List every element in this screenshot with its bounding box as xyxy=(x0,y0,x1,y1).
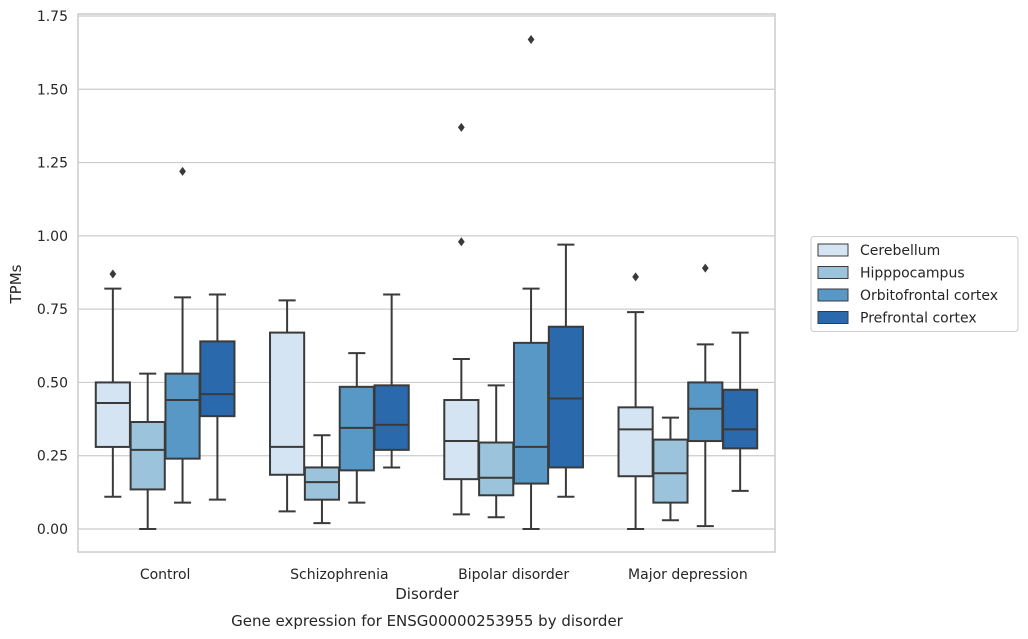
box-plot xyxy=(269,299,306,513)
box xyxy=(687,381,724,443)
y-tick-label: 1.00 xyxy=(37,229,68,245)
x-tick-label: Major depression xyxy=(628,567,748,583)
box xyxy=(478,441,515,497)
y-axis: 0.00 0.25 0.50 0.75 1.00 1.25 1.50 1.75 xyxy=(37,9,68,538)
box-plot xyxy=(94,269,131,498)
box-plot xyxy=(443,122,480,516)
chart-caption: Gene expression for ENSG00000253955 by d… xyxy=(231,612,624,630)
y-tick-label: 0.00 xyxy=(37,522,68,538)
box xyxy=(199,340,236,418)
box-plot xyxy=(373,293,410,469)
outlier-point xyxy=(701,263,709,273)
x-tick-label: Control xyxy=(140,567,191,583)
box-plot xyxy=(303,434,341,525)
box-plot xyxy=(129,372,166,530)
box xyxy=(164,372,201,460)
box xyxy=(512,341,550,485)
outlier-point xyxy=(632,272,639,282)
box-plot xyxy=(687,263,724,528)
x-tick-label: Schizophrenia xyxy=(290,567,388,583)
box-plot xyxy=(722,331,759,492)
legend-swatch xyxy=(817,243,849,257)
box-plot xyxy=(164,166,201,504)
y-tick-label: 0.25 xyxy=(37,449,68,465)
outlier-point xyxy=(457,237,465,247)
box-plot xyxy=(547,243,584,498)
x-axis-label: Disorder xyxy=(395,585,459,603)
box-plot xyxy=(617,272,654,530)
y-tick-label: 1.75 xyxy=(37,9,68,25)
legend-label: Cerebellum xyxy=(860,243,940,259)
box xyxy=(94,381,131,448)
box xyxy=(722,388,759,450)
box xyxy=(373,384,410,451)
legend-swatch xyxy=(817,288,849,302)
box-plot xyxy=(512,34,550,530)
legend-frame xyxy=(810,236,1019,332)
legend-swatch xyxy=(817,266,849,279)
box-plot xyxy=(338,352,375,504)
y-tick-label: 0.50 xyxy=(37,375,68,391)
y-tick-label: 0.75 xyxy=(37,302,68,318)
x-tick-label: Bipolar disorder xyxy=(458,567,569,583)
legend-label: Hipppocampus xyxy=(860,266,965,282)
box xyxy=(617,406,654,478)
box-plot xyxy=(199,293,236,501)
legend-swatch xyxy=(817,311,849,324)
box-plot xyxy=(652,416,689,522)
box-plot xyxy=(478,384,515,519)
legend-label: Prefrontal cortex xyxy=(860,311,977,327)
outlier-point xyxy=(457,122,465,132)
y-axis-label: TPMs xyxy=(7,264,25,304)
box xyxy=(547,325,584,469)
box xyxy=(652,438,689,504)
plot-frame xyxy=(77,13,776,553)
x-axis: Control Schizophrenia Bipolar disorder Majo… xyxy=(140,567,748,583)
box xyxy=(129,421,166,491)
box xyxy=(303,466,341,501)
legend: Cerebellum Hipppocampus Orbitofrontal cort… xyxy=(810,236,1019,332)
y-tick-label: 1.50 xyxy=(37,82,68,98)
legend-label: Orbitofrontal cortex xyxy=(860,288,998,304)
boxes xyxy=(94,34,759,530)
outlier-point xyxy=(527,34,535,44)
y-tick-label: 1.25 xyxy=(37,156,68,172)
outlier-point xyxy=(109,269,117,279)
box xyxy=(443,399,480,481)
box xyxy=(269,331,306,476)
outlier-point xyxy=(179,166,186,176)
